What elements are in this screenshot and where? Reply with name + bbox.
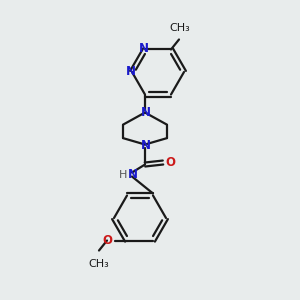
Text: N: N (140, 106, 151, 118)
Text: N: N (140, 139, 151, 152)
Text: H: H (118, 169, 127, 179)
Text: CH₃: CH₃ (88, 259, 110, 269)
Text: O: O (102, 234, 112, 247)
Text: N: N (128, 168, 138, 181)
Text: CH₃: CH₃ (169, 23, 190, 34)
Text: N: N (126, 65, 136, 78)
Text: N: N (139, 43, 149, 56)
Text: O: O (165, 156, 175, 169)
